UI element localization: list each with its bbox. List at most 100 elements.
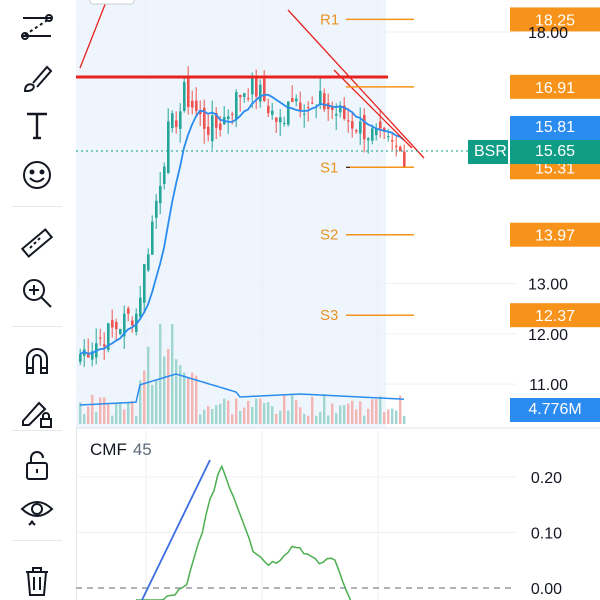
candle-body[interactable] [115,321,118,330]
candle-body[interactable] [143,264,146,303]
candle-body[interactable] [283,122,286,124]
candle-body[interactable] [311,102,314,104]
candle-body[interactable] [227,116,230,120]
ruler-tool-button[interactable] [14,222,60,264]
candle-body[interactable] [275,117,278,122]
candle-body[interactable] [375,128,378,136]
candle-body[interactable] [111,320,114,328]
candle-body[interactable] [175,120,178,128]
trash-tool-button[interactable] [14,560,60,600]
candle-body[interactable] [231,113,234,115]
candle-body[interactable] [343,105,346,119]
candle-body[interactable] [319,90,322,105]
candle-body[interactable] [167,121,170,173]
candle-body[interactable] [339,106,342,113]
candle-body[interactable] [367,138,370,141]
candle-body[interactable] [291,98,294,102]
candle-body[interactable] [259,84,262,102]
cmf-indicator-title[interactable]: CMF 45 [90,440,152,460]
candle-body[interactable] [371,128,374,141]
candle-body[interactable] [187,76,190,107]
candle-body[interactable] [211,115,214,142]
candle-body[interactable] [159,186,162,204]
candle-body[interactable] [355,130,358,132]
price-axis[interactable]: 18.00 13.00 12.00 11.00 [528,25,568,394]
candle-body[interactable] [303,113,306,115]
candle-body[interactable] [191,100,194,108]
chart-area[interactable]: R1 18.25 16.91 S1 15.31 S2 13.97 S3 12.37 18.00 1… [76,0,600,600]
lock-tool-button[interactable] [14,444,60,486]
candle-body[interactable] [215,113,218,128]
cmf-trendline[interactable] [141,459,211,600]
candle-body[interactable] [243,93,246,97]
candle-body[interactable] [199,111,202,115]
candle-body[interactable] [255,75,258,97]
candle-body[interactable] [323,93,326,110]
candle-body[interactable] [139,297,142,317]
text-tool-button[interactable] [14,104,60,146]
candle-body[interactable] [287,101,290,125]
trendline-left[interactable] [79,1,107,69]
candle-body[interactable] [147,254,150,271]
candle-body[interactable] [239,94,242,98]
candle-body[interactable] [79,354,82,362]
trend-line-tools-tool-button[interactable] [14,6,60,48]
candle-body[interactable] [399,146,402,152]
candle-body[interactable] [155,200,158,218]
descending-trendline-upper[interactable] [287,9,425,159]
candle-body[interactable] [127,308,130,314]
candle-body[interactable] [251,76,254,95]
candle-body[interactable] [99,337,102,339]
magnet-tool-button[interactable] [14,340,60,382]
candle-body[interactable] [163,166,166,184]
candle-body[interactable] [235,92,238,120]
candle-body[interactable] [87,352,90,358]
candle-body[interactable] [171,113,174,129]
zoom-in-tool-button[interactable] [14,272,60,314]
moving-average-line[interactable] [79,93,405,355]
candle-body[interactable] [347,120,350,122]
eye-tool-button[interactable] [14,490,60,532]
candle-body[interactable] [403,151,406,168]
cmf-axis[interactable]: 0.20 0.10 0.00 [531,470,562,598]
candle-body[interactable] [91,351,94,360]
candle-body[interactable] [103,344,106,347]
candle-body[interactable] [179,111,182,129]
candle-body[interactable] [263,78,266,101]
candle-body[interactable] [267,105,270,114]
candle-body[interactable] [203,107,206,129]
descending-trendline-inner[interactable] [333,69,413,149]
candle-body[interactable] [395,145,398,147]
candle-body[interactable] [123,313,126,337]
candle-body[interactable] [119,329,122,335]
candle-body[interactable] [391,139,394,142]
emoji-tool-button[interactable] [14,154,60,196]
volume-bar [251,406,254,424]
candle-body[interactable] [247,98,250,100]
candle-body[interactable] [379,121,382,129]
lock-draw-tool-button[interactable] [14,392,60,434]
candle-body[interactable] [335,114,338,116]
cmf-line[interactable] [136,464,352,600]
candle-body[interactable] [363,115,366,140]
brush-tool-button[interactable] [14,58,60,100]
candle-body[interactable] [299,102,302,111]
candle-body[interactable] [195,100,198,112]
candle-body[interactable] [351,121,354,129]
candle-body[interactable] [387,136,390,138]
candle-body[interactable] [219,123,222,130]
candle-body[interactable] [183,82,186,111]
candle-body[interactable] [383,127,386,132]
candle-body[interactable] [131,320,134,326]
candle-body[interactable] [107,323,110,350]
candle-body[interactable] [331,105,334,111]
candle-body[interactable] [307,107,310,109]
candle-body[interactable] [271,110,274,115]
candle-body[interactable] [295,98,298,102]
legend-box[interactable] [89,0,135,5]
candle-body[interactable] [207,126,210,135]
candle-body[interactable] [279,117,282,123]
candle-body[interactable] [359,121,362,134]
candle-body[interactable] [151,221,154,255]
